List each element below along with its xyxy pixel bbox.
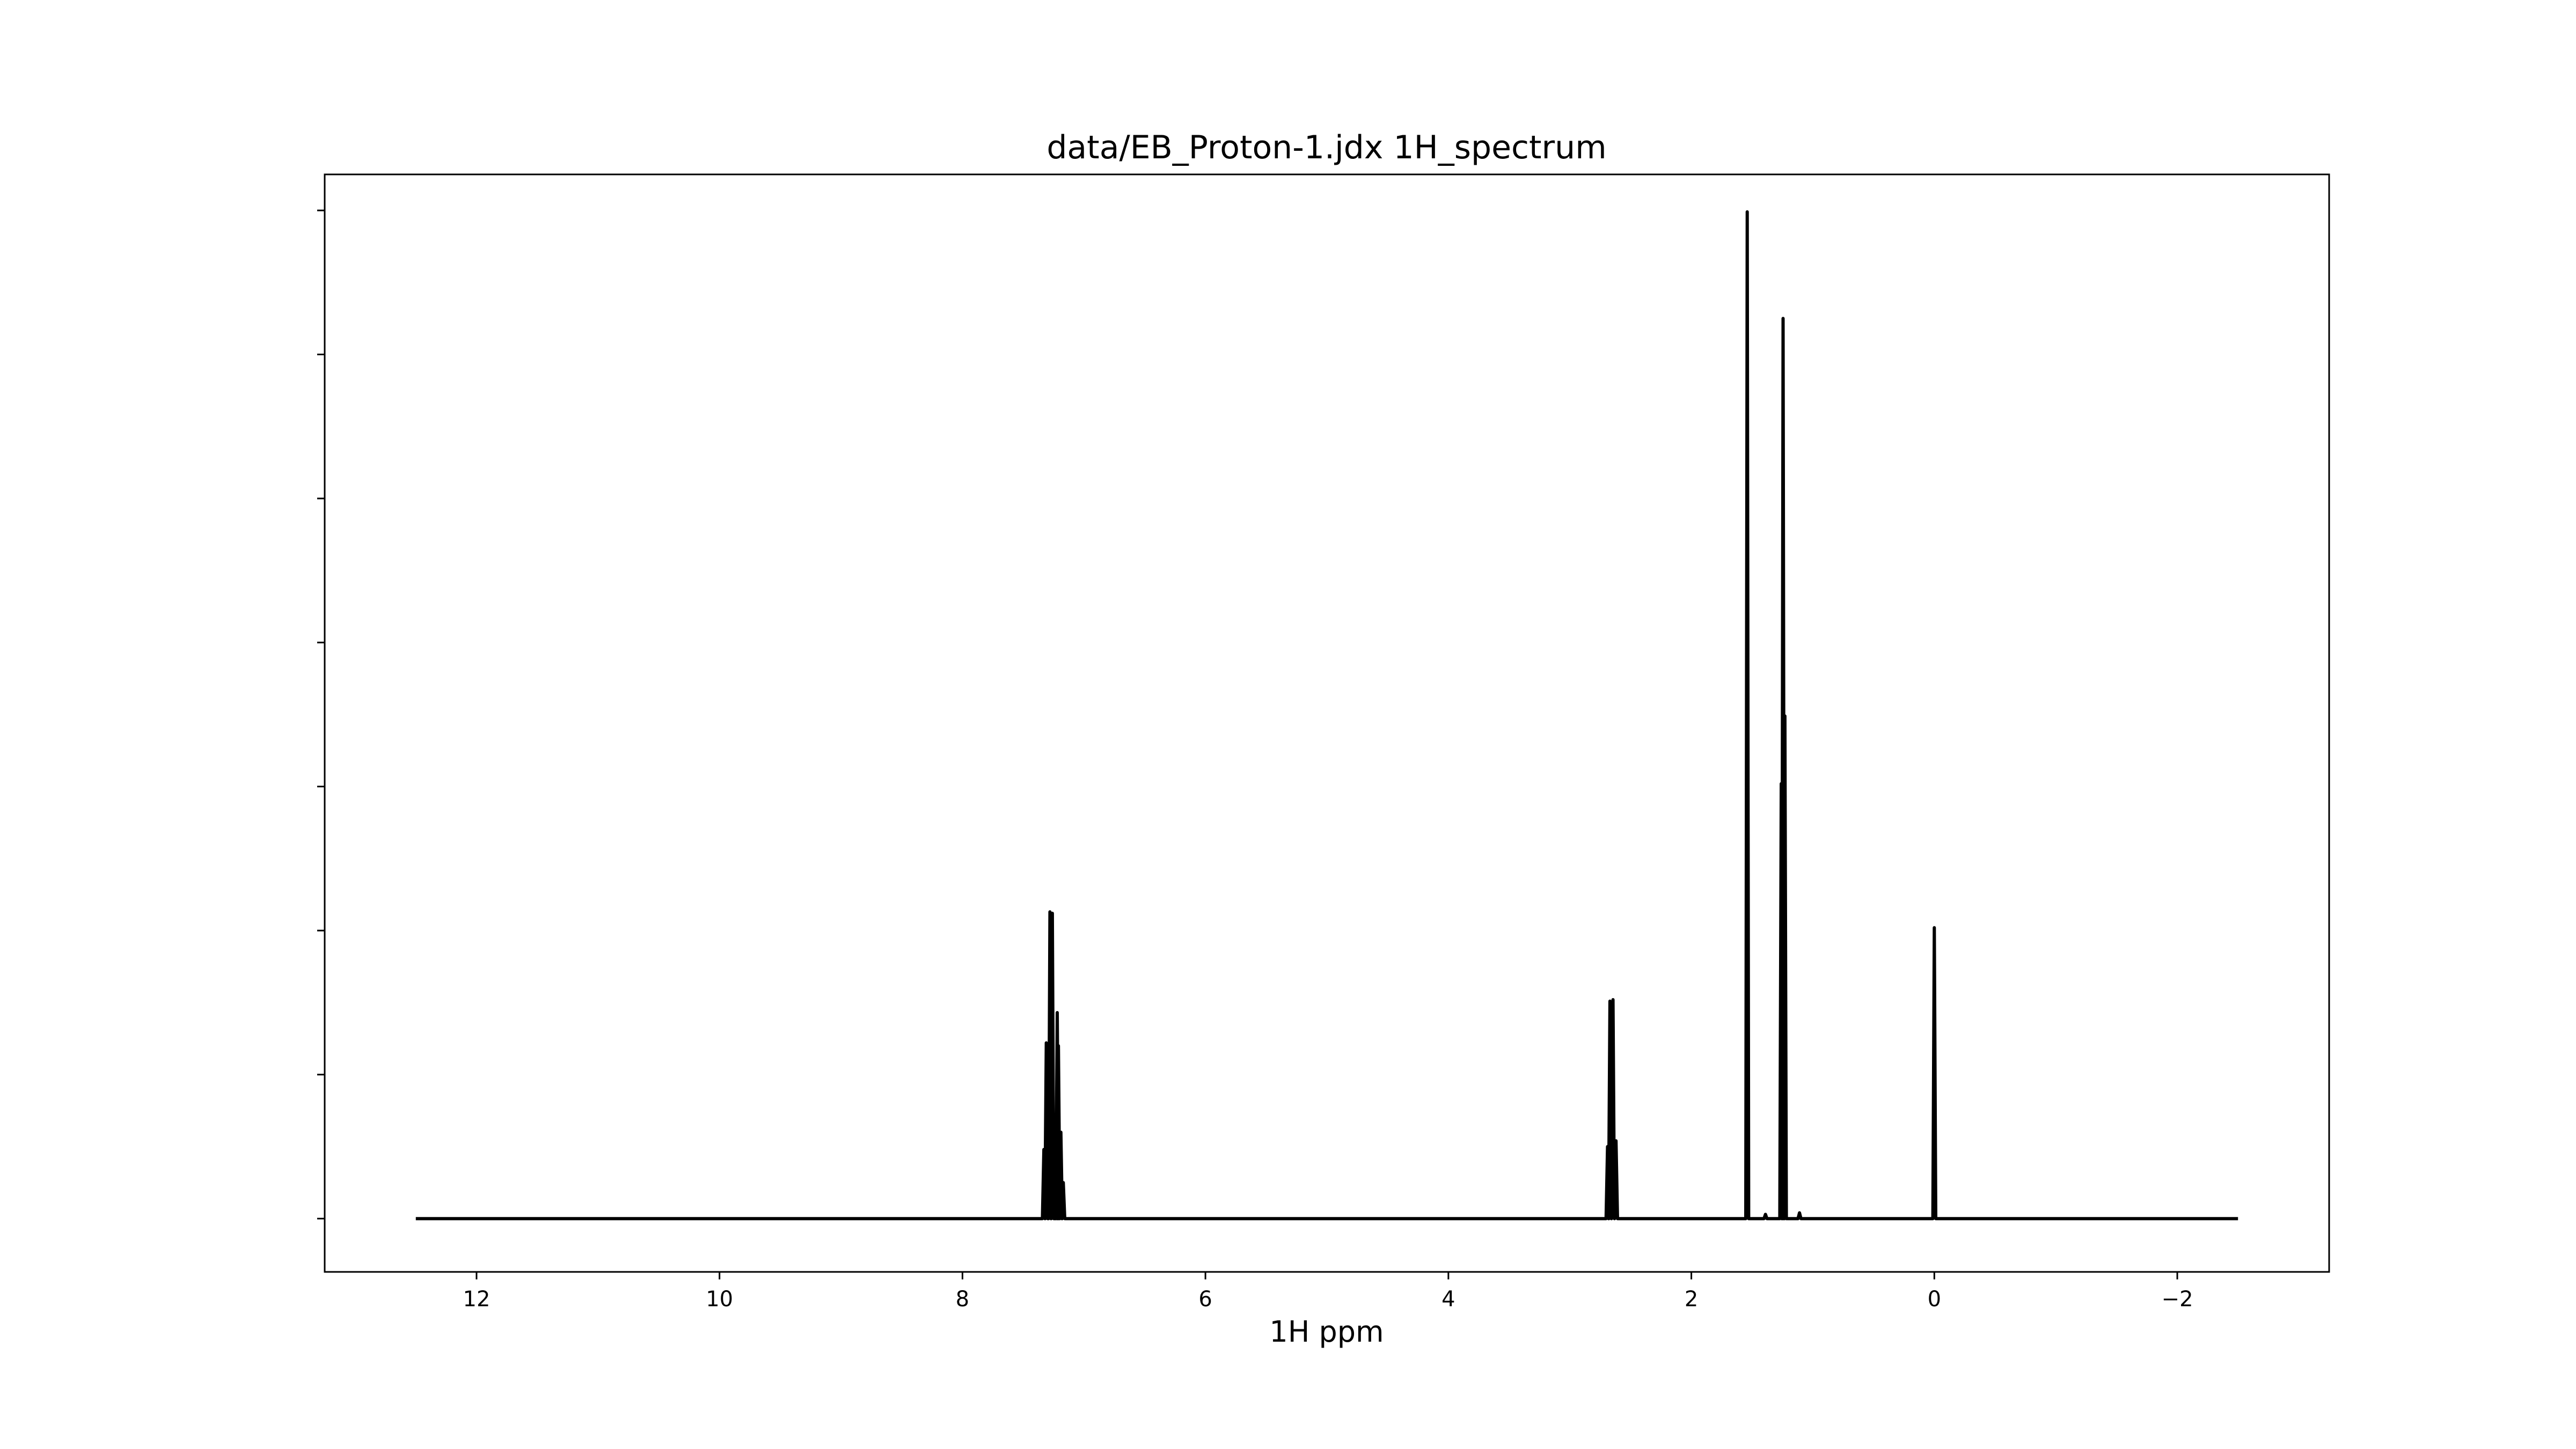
x-tick-label: 8 <box>956 1287 969 1312</box>
x-axis-ticks: 12 10 8 6 4 2 0 −2 <box>463 1272 2193 1312</box>
spectrum-line <box>415 210 2238 1220</box>
x-tick-label: 6 <box>1198 1287 1212 1312</box>
x-tick-label: 4 <box>1441 1287 1455 1312</box>
y-axis-ticks <box>317 209 325 1220</box>
x-tick-label: 0 <box>1928 1287 1941 1312</box>
x-tick-label: −2 <box>2162 1287 2193 1312</box>
x-tick-label: 12 <box>463 1287 491 1312</box>
x-tick-label: 10 <box>706 1287 733 1312</box>
chart-title: data/EB_Proton-1.jdx 1H_spectrum <box>1046 129 1606 166</box>
x-axis-label: 1H ppm <box>1269 1315 1384 1349</box>
x-tick-label: 2 <box>1685 1287 1698 1312</box>
plot-frame <box>324 173 2330 1273</box>
